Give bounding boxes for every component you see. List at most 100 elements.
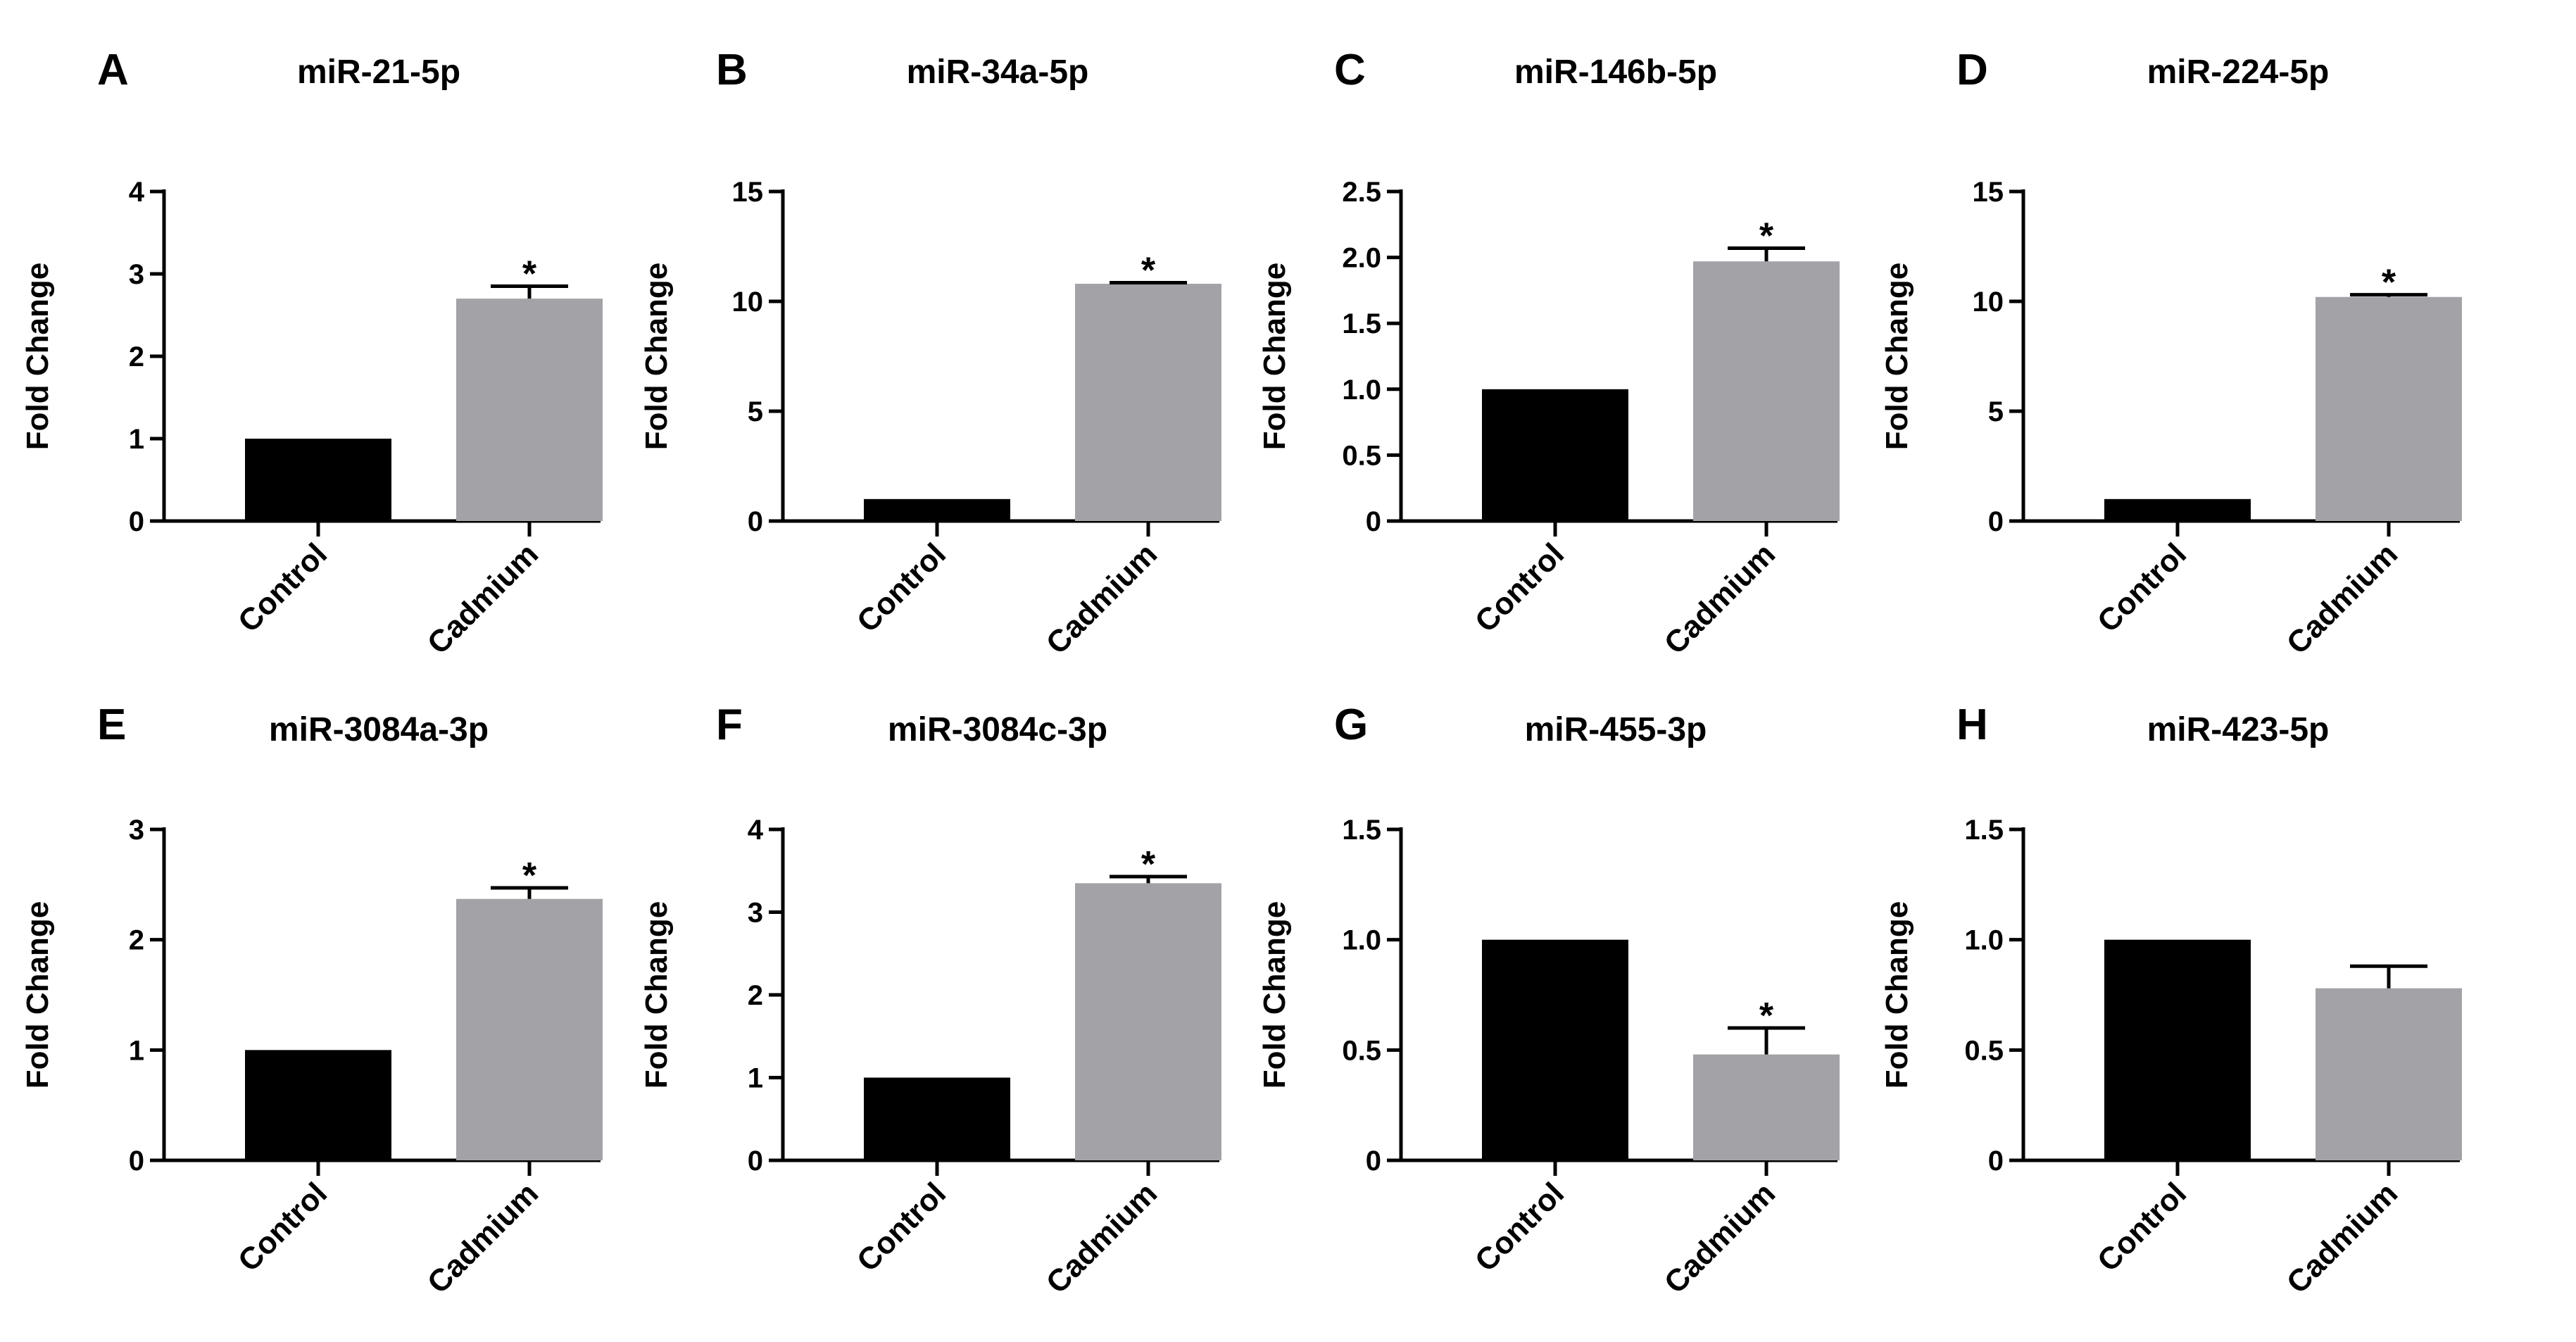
bar-control <box>864 1077 1010 1160</box>
y-tick-label: 1.0 <box>1342 925 1381 956</box>
significance-marker: * <box>522 254 537 295</box>
x-tick-label-control: Control <box>1469 537 1571 639</box>
bar-cadmium <box>1693 261 1840 521</box>
y-tick-label: 1.5 <box>1964 815 2004 846</box>
bar-control <box>1482 939 1628 1160</box>
x-tick-label-control: Control <box>850 1176 953 1278</box>
y-tick-label: 1 <box>748 1063 763 1094</box>
y-tick-label: 15 <box>1973 177 2004 208</box>
y-tick-label: 0.5 <box>1342 440 1381 471</box>
y-tick-label: 2.5 <box>1342 177 1381 208</box>
bar-cadmium <box>1075 883 1221 1160</box>
x-tick-label-control: Control <box>1469 1176 1571 1278</box>
x-tick-label-control: Control <box>232 537 334 639</box>
significance-marker: * <box>1141 250 1156 291</box>
y-tick-label: 1.5 <box>1342 815 1381 846</box>
y-axis-label: Fold Change <box>1880 901 1914 1089</box>
x-tick-label-control: Control <box>2091 537 2193 639</box>
chart-title: miR-455-3p <box>1525 711 1707 748</box>
bar-control <box>245 1050 391 1160</box>
bar-control <box>245 439 391 521</box>
y-tick-label: 0 <box>748 506 763 537</box>
significance-marker: * <box>2382 263 2396 303</box>
x-tick-label-cadmium: Cadmium <box>1658 537 1782 660</box>
y-tick-label: 0 <box>748 1146 763 1177</box>
y-tick-label: 4 <box>129 177 145 208</box>
x-tick-label-control: Control <box>850 537 953 639</box>
y-tick-label: 0 <box>1366 506 1381 537</box>
x-tick-label-cadmium: Cadmium <box>421 1176 545 1300</box>
x-tick-label-cadmium: Cadmium <box>2280 1176 2404 1300</box>
bar-cadmium <box>456 898 603 1160</box>
panel-letter: A <box>97 46 129 94</box>
y-tick-label: 0 <box>1988 1146 2004 1177</box>
panel-letter: B <box>716 46 748 94</box>
y-axis-label: Fold Change <box>639 901 674 1089</box>
bar-cadmium <box>1693 1054 1840 1160</box>
y-tick-label: 15 <box>732 177 764 208</box>
x-tick-label-cadmium: Cadmium <box>421 537 545 660</box>
x-tick-label-control: Control <box>2091 1176 2193 1278</box>
chart-title: miR-3084c-3p <box>888 711 1107 748</box>
panel-letter: E <box>97 701 126 749</box>
y-axis-label: Fold Change <box>1257 263 1292 450</box>
y-tick-label: 0 <box>1988 506 2004 537</box>
y-tick-label: 10 <box>1973 287 2004 318</box>
chart-title: miR-21-5p <box>297 54 460 91</box>
y-tick-label: 0.5 <box>1342 1035 1381 1066</box>
x-tick-label-cadmium: Cadmium <box>2280 537 2404 660</box>
y-tick-label: 1 <box>129 1035 144 1066</box>
panel-letter: F <box>716 701 743 749</box>
y-tick-label: 3 <box>129 259 144 290</box>
y-tick-label: 2.0 <box>1342 243 1381 274</box>
panel-letter: C <box>1334 46 1366 94</box>
bar-cadmium <box>456 299 603 521</box>
significance-marker: * <box>1141 844 1156 885</box>
y-axis-label: Fold Change <box>20 901 55 1089</box>
significance-marker: * <box>522 855 537 896</box>
y-tick-label: 3 <box>129 815 144 846</box>
panel-letter: D <box>1956 46 1988 94</box>
y-tick-label: 1.5 <box>1342 308 1381 339</box>
y-tick-label: 0 <box>1366 1146 1381 1177</box>
y-tick-label: 10 <box>732 287 764 318</box>
y-tick-label: 5 <box>748 396 763 427</box>
chart-title: miR-34a-5p <box>907 54 1089 91</box>
y-tick-label: 2 <box>129 925 144 956</box>
x-tick-label-cadmium: Cadmium <box>1658 1176 1782 1300</box>
bar-control <box>2104 498 2251 521</box>
bar-cadmium <box>2316 988 2462 1160</box>
bar-control <box>2104 939 2251 1160</box>
bar-control <box>864 498 1010 521</box>
y-tick-label: 1.0 <box>1964 925 2004 956</box>
panel-letter: G <box>1334 701 1368 749</box>
chart-title: miR-423-5p <box>2147 711 2330 748</box>
y-tick-label: 2 <box>748 980 763 1011</box>
y-tick-label: 0 <box>129 1146 144 1177</box>
y-tick-label: 1.0 <box>1342 375 1381 406</box>
y-tick-label: 0 <box>129 506 144 537</box>
bar-cadmium <box>2316 296 2462 521</box>
significance-marker: * <box>1759 996 1774 1036</box>
x-tick-label-cadmium: Cadmium <box>1040 1176 1164 1300</box>
bar-control <box>1482 389 1628 521</box>
chart-title: miR-146b-5p <box>1514 54 1717 91</box>
y-axis-label: Fold Change <box>1257 901 1292 1089</box>
panel-letter: H <box>1956 701 1988 749</box>
y-tick-label: 0.5 <box>1964 1035 2004 1066</box>
y-tick-label: 1 <box>129 424 144 455</box>
y-tick-label: 4 <box>748 815 764 846</box>
x-tick-label-cadmium: Cadmium <box>1040 537 1164 660</box>
y-axis-label: Fold Change <box>20 263 55 450</box>
y-tick-label: 3 <box>748 898 763 929</box>
y-axis-label: Fold Change <box>639 263 674 450</box>
